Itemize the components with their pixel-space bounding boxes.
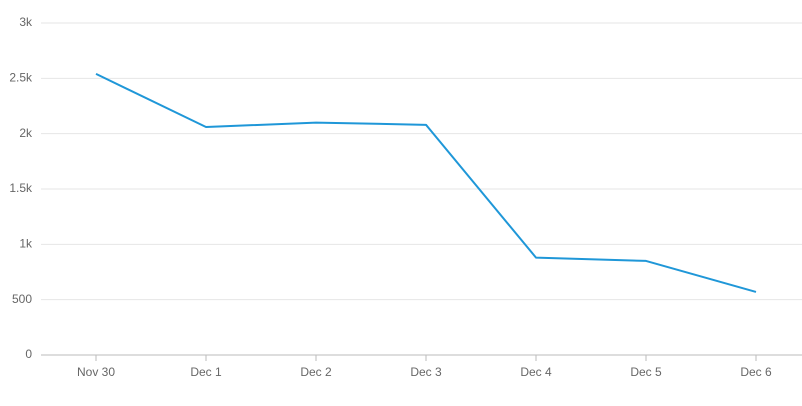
x-tick-label: Dec 3: [410, 365, 442, 379]
x-tick-label: Dec 6: [740, 365, 772, 379]
y-tick-label: 1.5k: [9, 181, 33, 195]
x-tick-label: Dec 4: [520, 365, 552, 379]
x-tick-label: Dec 1: [190, 365, 222, 379]
y-tick-label: 1k: [19, 237, 33, 251]
y-tick-label: 0: [25, 347, 32, 361]
y-tick-label: 2.5k: [9, 71, 33, 85]
x-tick-label: Dec 5: [630, 365, 662, 379]
x-tick-label: Nov 30: [77, 365, 115, 379]
line: [95, 73, 757, 293]
y-tick-label: 3k: [19, 15, 33, 29]
y-tick-label: 2k: [19, 126, 33, 140]
y-tick-label: 500: [12, 292, 32, 306]
x-tick-label: Dec 2: [300, 365, 332, 379]
